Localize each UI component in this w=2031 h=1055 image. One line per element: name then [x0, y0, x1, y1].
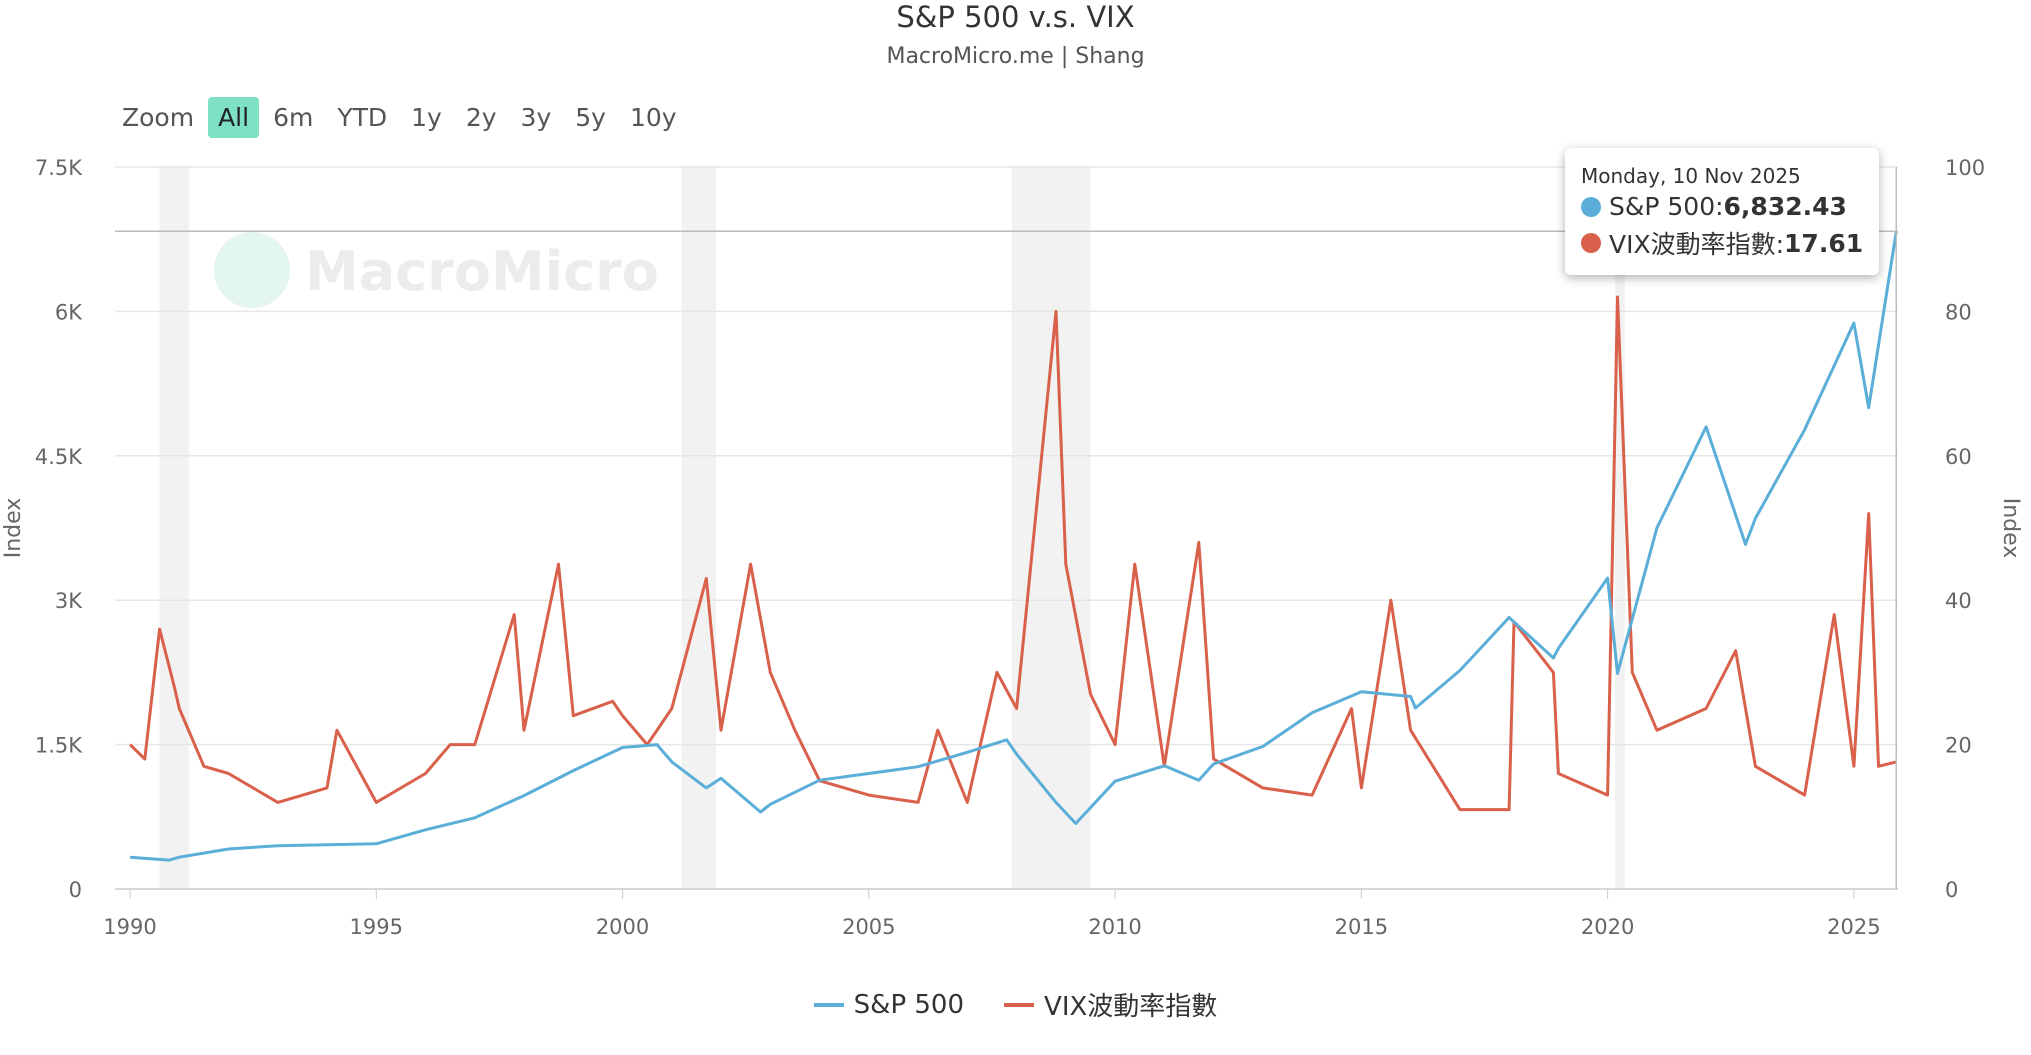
right-tick-label: 100	[1945, 156, 1985, 180]
chart-title: S&P 500 v.s. VIX	[896, 0, 1135, 34]
range-button-6m[interactable]: 6m	[273, 103, 314, 132]
range-button-1y[interactable]: 1y	[411, 103, 442, 132]
recession-band	[159, 167, 190, 889]
range-button-all[interactable]: All	[208, 97, 260, 138]
left-tick-label: 1.5K	[35, 734, 83, 758]
x-tick-label: 2000	[596, 915, 649, 939]
sp500-dot-icon	[1581, 196, 1601, 217]
legend-item-sp500[interactable]: S&P 500	[813, 986, 965, 1023]
vix-dot-icon	[1581, 233, 1601, 253]
left-tick-label: 6K	[55, 300, 83, 324]
left-tick-label: 7.5K	[35, 156, 83, 180]
sp500-line	[129, 231, 1898, 862]
recession-band	[1615, 167, 1625, 889]
legend-item-vix[interactable]: VIX波動率指數	[1004, 986, 1217, 1023]
x-tick-label: 1990	[103, 915, 156, 939]
left-tick-label: 3K	[55, 589, 83, 613]
right-tick-label: 40	[1945, 589, 1972, 613]
range-button-3y[interactable]: 3y	[520, 103, 552, 132]
x-tick-label: 2015	[1335, 915, 1388, 939]
recession-band	[681, 167, 717, 889]
range-button-ytd[interactable]: YTD	[337, 103, 388, 132]
left-axis-title: Index	[1, 498, 26, 559]
right-tick-label: 0	[1945, 878, 1958, 902]
legend-label: VIX波動率指數	[1044, 992, 1218, 1022]
left-tick-label: 0	[69, 878, 82, 902]
watermark-logo-icon	[214, 232, 290, 308]
right-tick-label: 60	[1945, 445, 1972, 469]
x-tick-label: 2005	[842, 915, 895, 939]
left-tick-label: 4.5K	[35, 445, 83, 469]
tooltip-sp-label: S&P 500:	[1609, 192, 1724, 221]
tooltip-date: Monday, 10 Nov 2025	[1581, 164, 1801, 188]
sp500-swatch-icon	[813, 1002, 844, 1007]
right-axis-title: Index	[1998, 498, 2023, 559]
x-tick-label: 2020	[1581, 915, 1634, 939]
range-selector-label: Zoom	[122, 103, 195, 132]
right-tick-label: 80	[1945, 300, 1972, 324]
range-button-10y[interactable]: 10y	[629, 103, 677, 132]
watermark: MacroMicro	[305, 240, 659, 303]
right-tick-label: 20	[1945, 734, 1972, 758]
vix-swatch-icon	[1004, 1002, 1035, 1007]
x-tick-label: 2010	[1088, 915, 1141, 939]
tooltip-vix-label: VIX波動率指數:	[1609, 230, 1785, 259]
chart-subtitle: MacroMicro.me | Shang	[886, 44, 1145, 69]
legend-label: S&P 500	[853, 989, 965, 1020]
range-button-2y[interactable]: 2y	[465, 103, 497, 132]
tooltip: Monday, 10 Nov 2025 S&P 500: 6,832.43 VI…	[1565, 148, 1880, 275]
x-tick-label: 1995	[350, 915, 403, 939]
legend: S&P 500 VIX波動率指數	[0, 986, 2031, 1023]
range-selector: Zoom All 6m YTD 1y 2y 3y 5y 10y	[112, 97, 691, 138]
vix-line	[128, 295, 1897, 812]
recession-band	[1011, 167, 1091, 889]
range-button-5y[interactable]: 5y	[575, 103, 606, 132]
x-tick-label: 2025	[1827, 915, 1880, 939]
tooltip-vix-value: 17.61	[1784, 228, 1864, 258]
tooltip-sp-value: 6,832.43	[1723, 192, 1847, 221]
